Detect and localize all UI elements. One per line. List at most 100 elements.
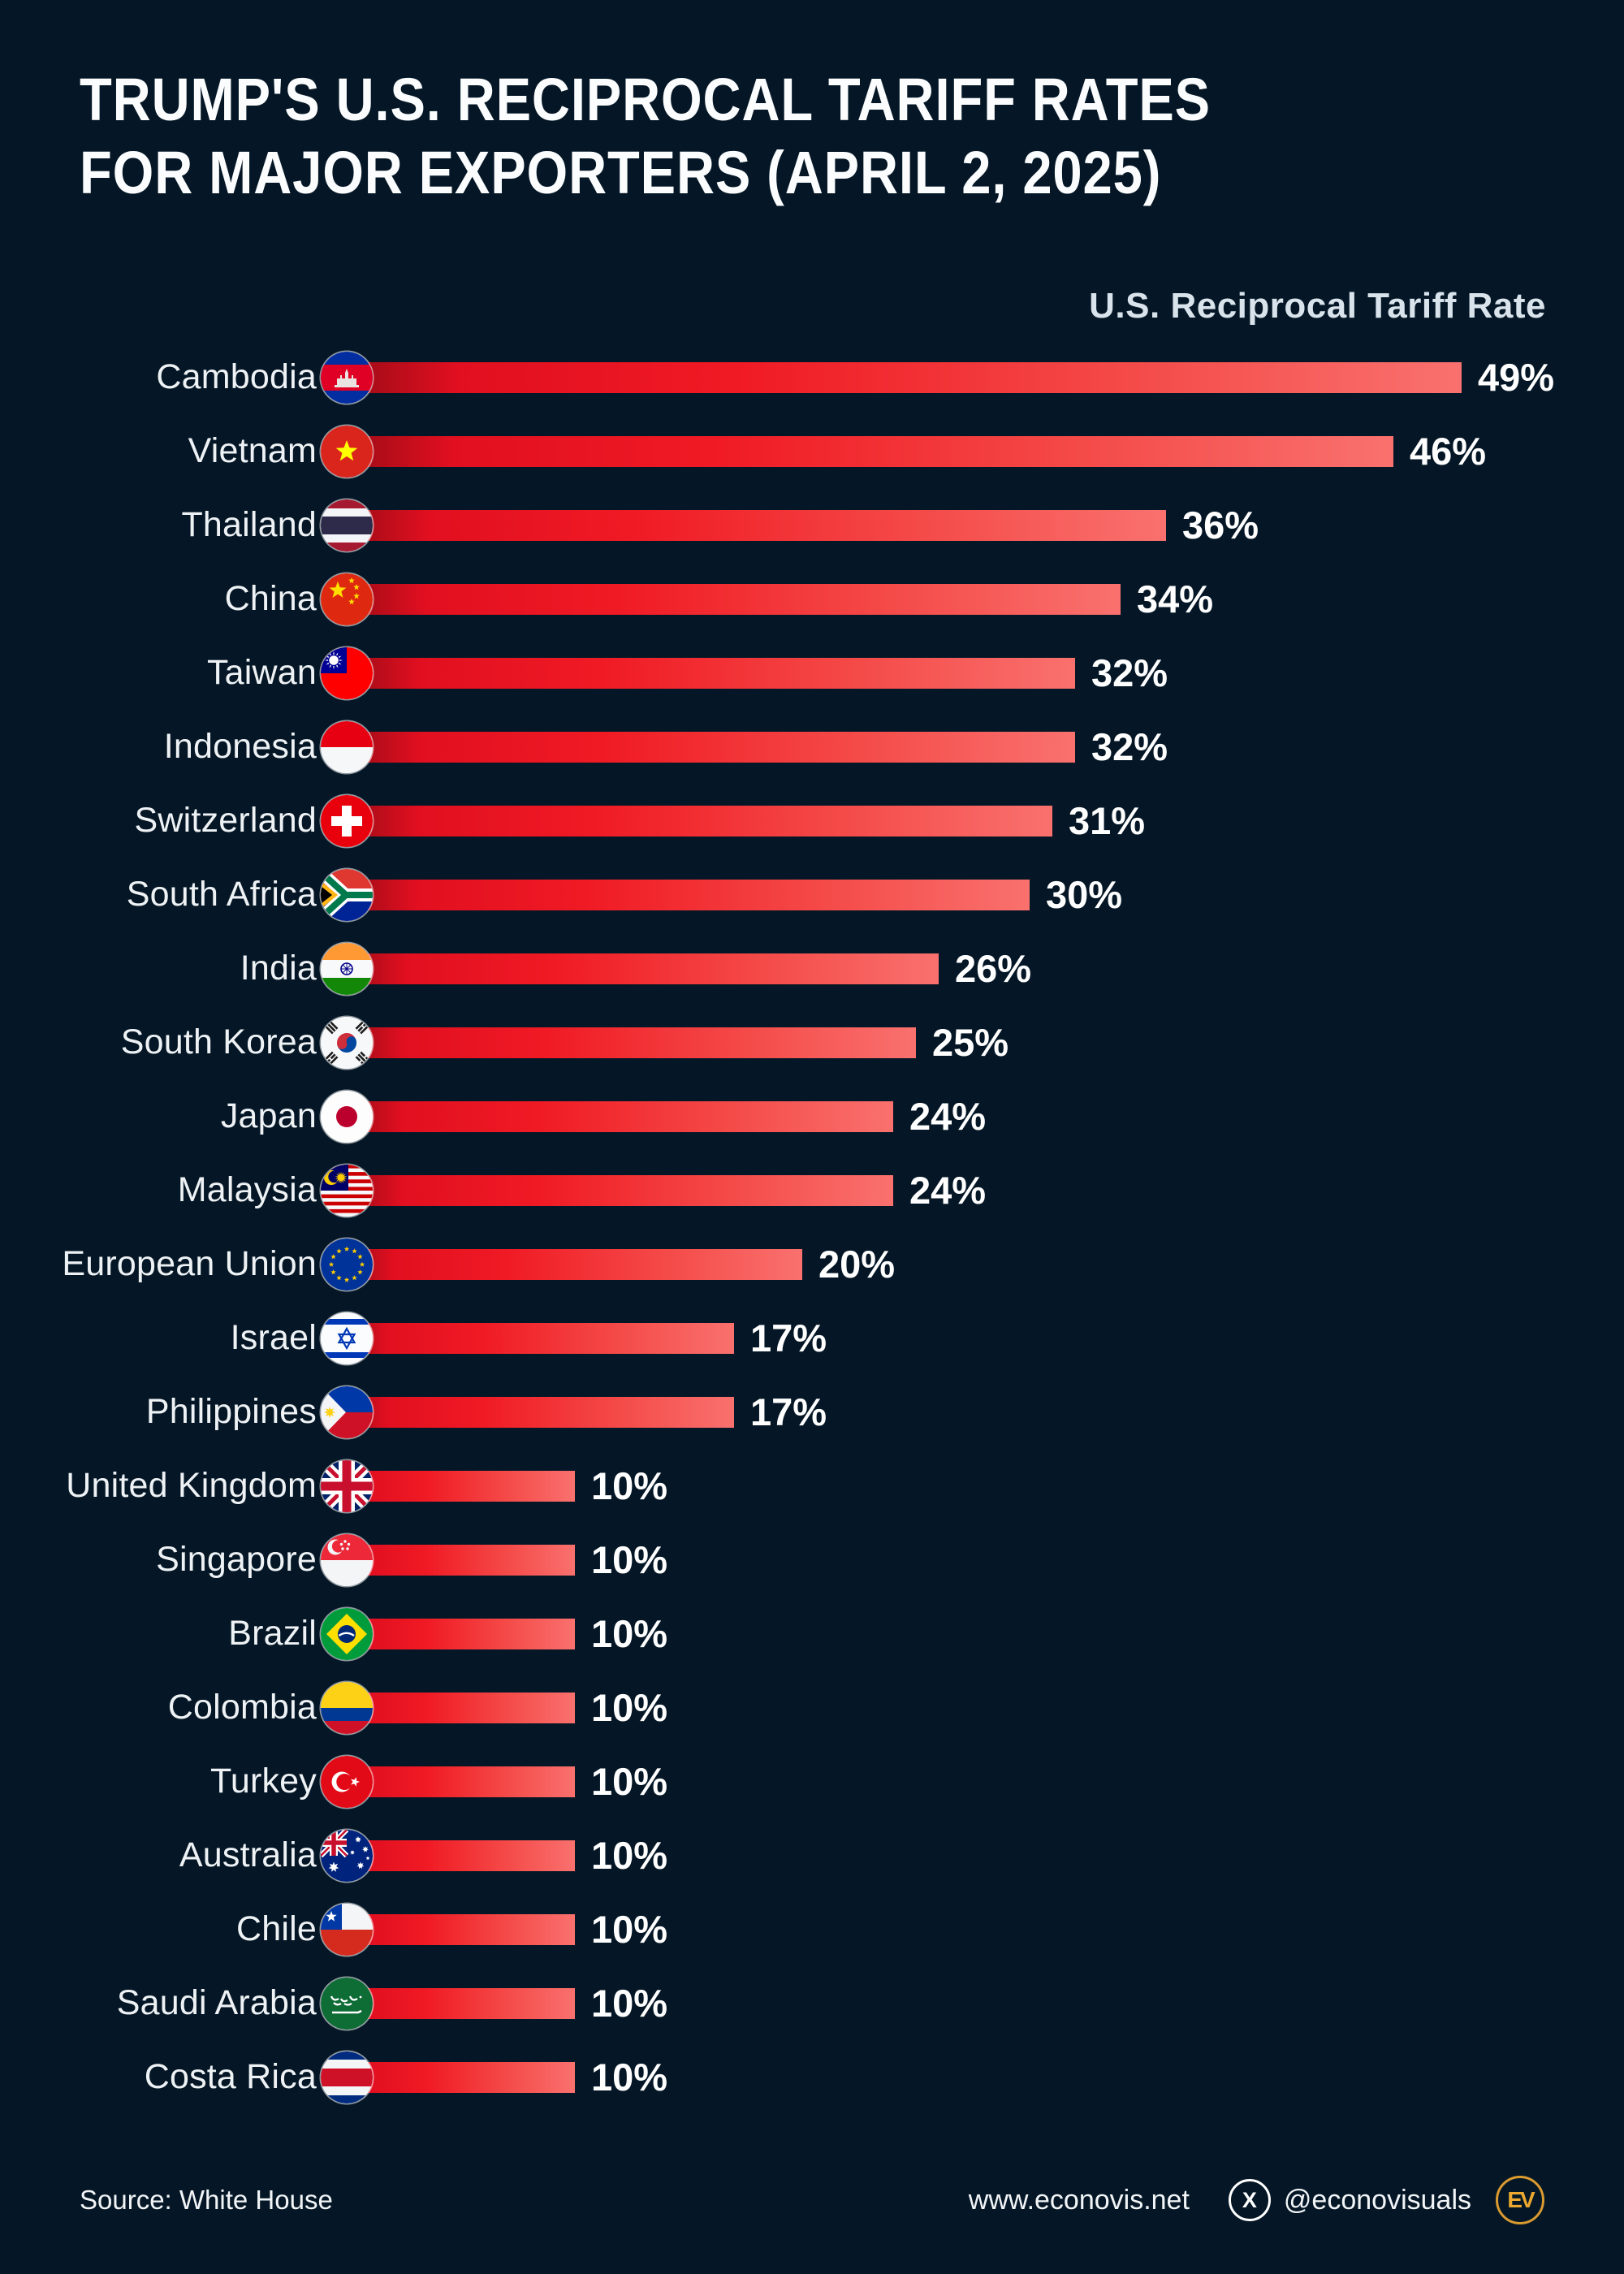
tariff-bar bbox=[348, 1840, 575, 1871]
chart-row: Turkey 10% bbox=[0, 1744, 1624, 1818]
thailand-flag-icon bbox=[321, 499, 373, 551]
tariff-value-label: 24% bbox=[909, 1095, 987, 1138]
country-label: Taiwan bbox=[206, 653, 317, 692]
tariff-value-label: 20% bbox=[818, 1243, 896, 1286]
tariff-value-label: 10% bbox=[591, 1464, 668, 1507]
tariff-value-label: 36% bbox=[1182, 504, 1259, 547]
chart-row: Chile 10% bbox=[0, 1892, 1624, 1966]
tariff-bar bbox=[348, 1100, 893, 1132]
tariff-value-label: 10% bbox=[591, 1538, 668, 1581]
country-label: Saudi Arabia bbox=[116, 1983, 317, 2022]
chart-row: Colombia 10% bbox=[0, 1671, 1624, 1744]
india-flag-icon bbox=[321, 942, 373, 995]
tariff-value-label: 32% bbox=[1091, 651, 1168, 694]
south-korea-flag-icon bbox=[321, 1016, 373, 1069]
country-label: Singapore bbox=[156, 1540, 317, 1579]
tariff-value-label: 26% bbox=[955, 947, 1032, 990]
chart-row: Thailand 36% bbox=[0, 488, 1624, 562]
country-label: United Kingdom bbox=[66, 1466, 317, 1505]
bar-chart: Cambodia 49% Vietnam 46% Thailand 36% Ch… bbox=[0, 340, 1624, 2114]
tariff-bar bbox=[348, 953, 939, 984]
tariff-bar bbox=[348, 509, 1166, 541]
tariff-bar bbox=[348, 1987, 575, 2019]
tariff-bar bbox=[348, 435, 1393, 467]
country-label: Malaysia bbox=[177, 1170, 317, 1209]
country-label: Philippines bbox=[145, 1392, 317, 1431]
tariff-value-label: 10% bbox=[591, 1612, 668, 1655]
brazil-flag-icon bbox=[321, 1607, 373, 1660]
tariff-value-label: 17% bbox=[750, 1390, 827, 1433]
chart-row: Saudi Arabia 10% bbox=[0, 1966, 1624, 2040]
footer: Source: White House www.econovis.net X @… bbox=[80, 2175, 1544, 2225]
country-label: Vietnam bbox=[188, 431, 317, 470]
tariff-value-label: 10% bbox=[591, 1982, 668, 2025]
tariff-bar bbox=[348, 1396, 734, 1428]
tariff-value-label: 34% bbox=[1137, 577, 1214, 620]
chart-row: Australia 10% bbox=[0, 1818, 1624, 1892]
south-africa-flag-icon bbox=[321, 868, 373, 921]
chart-row: South Korea 25% bbox=[0, 1005, 1624, 1079]
page-title: TRUMP'S U.S. RECIPROCAL TARIFF RATES FOR… bbox=[80, 63, 1211, 210]
tariff-value-label: 31% bbox=[1069, 799, 1146, 842]
country-label: Turkey bbox=[209, 1762, 317, 1801]
chart-row: Vietnam 46% bbox=[0, 414, 1624, 488]
malaysia-flag-icon bbox=[321, 1164, 373, 1217]
tariff-bar bbox=[348, 2061, 575, 2093]
philippines-flag-icon bbox=[321, 1386, 373, 1438]
page-title-line2: FOR MAJOR EXPORTERS (APRIL 2, 2025) bbox=[80, 139, 1162, 206]
chart-row: Costa Rica 10% bbox=[0, 2040, 1624, 2114]
european-union-flag-icon bbox=[321, 1238, 373, 1290]
website-link[interactable]: www.econovis.net bbox=[968, 2184, 1190, 2216]
tariff-bar bbox=[348, 1544, 575, 1576]
tariff-bar bbox=[348, 1618, 575, 1649]
tariff-value-label: 24% bbox=[909, 1169, 987, 1212]
australia-flag-icon bbox=[321, 1829, 373, 1882]
chart-row: Singapore 10% bbox=[0, 1523, 1624, 1597]
country-label: Australia bbox=[179, 1835, 317, 1874]
page-title-line1: TRUMP'S U.S. RECIPROCAL TARIFF RATES bbox=[80, 66, 1212, 133]
vietnam-flag-icon bbox=[321, 425, 373, 478]
chart-row: South Africa 30% bbox=[0, 858, 1624, 932]
tariff-bar bbox=[348, 657, 1075, 689]
country-label: Japan bbox=[220, 1096, 317, 1135]
country-label: Israel bbox=[230, 1318, 317, 1357]
value-axis-label: U.S. Reciprocal Tariff Rate bbox=[1089, 286, 1546, 326]
tariff-bar bbox=[348, 1766, 575, 1797]
tariff-bar bbox=[348, 879, 1030, 910]
chart-row: Indonesia 32% bbox=[0, 710, 1624, 784]
israel-flag-icon bbox=[321, 1312, 373, 1364]
country-label: Thailand bbox=[181, 505, 317, 544]
country-label: Chile bbox=[236, 1909, 317, 1948]
turkey-flag-icon bbox=[321, 1755, 373, 1808]
chart-row: Switzerland 31% bbox=[0, 784, 1624, 858]
tariff-bar bbox=[348, 1027, 916, 1058]
source-credit: Source: White House bbox=[80, 2185, 333, 2215]
chart-row: European Union 20% bbox=[0, 1227, 1624, 1301]
chart-row: Cambodia 49% bbox=[0, 340, 1624, 414]
country-label: India bbox=[240, 949, 317, 988]
social-handle-link[interactable]: @econovisuals bbox=[1283, 2184, 1471, 2216]
chart-row: Malaysia 24% bbox=[0, 1153, 1624, 1227]
country-label: China bbox=[224, 579, 317, 618]
footer-links: www.econovis.net X @econovisuals EV bbox=[969, 2176, 1544, 2224]
country-label: South Korea bbox=[120, 1022, 317, 1061]
tariff-bar bbox=[348, 1692, 575, 1723]
country-label: Colombia bbox=[167, 1688, 317, 1727]
tariff-bar bbox=[348, 1322, 734, 1354]
tariff-bar bbox=[348, 1174, 893, 1206]
saudi-arabia-flag-icon bbox=[321, 1977, 373, 2030]
tariff-value-label: 10% bbox=[591, 2056, 668, 2099]
tariff-bar bbox=[348, 361, 1462, 393]
x-twitter-icon[interactable]: X bbox=[1228, 2179, 1271, 2221]
country-label: Costa Rica bbox=[144, 2057, 317, 2096]
japan-flag-icon bbox=[321, 1090, 373, 1143]
tariff-bar bbox=[348, 583, 1121, 615]
chile-flag-icon bbox=[321, 1903, 373, 1956]
tariff-value-label: 10% bbox=[591, 1686, 668, 1729]
country-label: Indonesia bbox=[163, 727, 317, 766]
tariff-value-label: 30% bbox=[1046, 873, 1123, 916]
country-label: Cambodia bbox=[156, 357, 317, 396]
chart-row: Philippines 17% bbox=[0, 1375, 1624, 1449]
tariff-value-label: 49% bbox=[1478, 356, 1555, 399]
